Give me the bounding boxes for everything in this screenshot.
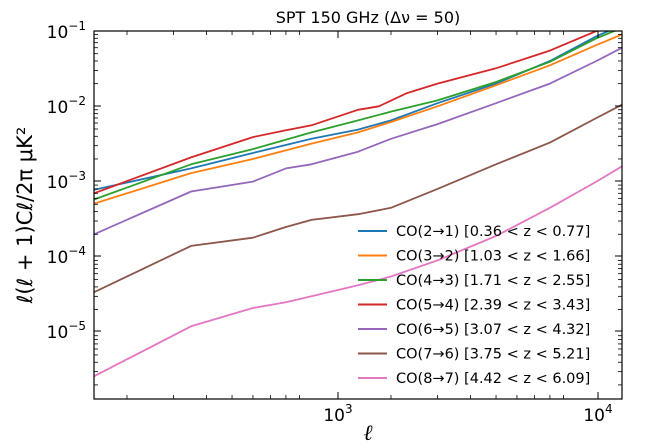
legend-label: CO(7→6) [3.75 < z < 5.21]: [396, 347, 590, 363]
y-minor-ticks: [94, 34, 622, 386]
y-tick-exponent: −5: [68, 319, 86, 333]
x-tick-label: 104: [583, 402, 612, 426]
y-axis-label: ℓ(ℓ + 1)Cℓ/2π μK²: [13, 127, 37, 305]
series-line-5: [94, 46, 622, 236]
y-tick-exponent: −4: [68, 244, 86, 258]
series-line-1: [94, 31, 611, 191]
y-tick-exponent: −2: [68, 94, 86, 108]
y-tick-label: 10−3: [47, 169, 86, 193]
y-tick-exponent: −3: [68, 169, 86, 183]
series-line-2: [94, 33, 622, 205]
y-tick-1e-2: 10−2: [47, 94, 622, 118]
legend-label: CO(3→2) [1.03 < z < 1.66]: [396, 249, 590, 265]
y-tick-exponent: −1: [68, 19, 86, 33]
x-minor-ticks: [126, 31, 564, 399]
x-tick-base: 10: [583, 406, 605, 426]
series-line-6: [94, 103, 622, 294]
y-tick-base: 10: [47, 23, 69, 43]
series-line-4: [94, 31, 600, 195]
y-tick-1e-5: 10−5: [47, 319, 622, 343]
legend: CO(2→1) [0.36 < z < 0.77] CO(3→2) [1.03 <…: [358, 224, 590, 387]
legend-label: CO(8→7) [4.42 < z < 6.09]: [396, 371, 590, 387]
y-tick-base: 10: [47, 323, 69, 343]
plot-frame: [93, 30, 623, 400]
series-line-3: [94, 31, 617, 201]
series-line-7: [94, 165, 622, 378]
y-tick-label: 10−4: [47, 244, 86, 268]
x-axis-label: ℓ: [363, 421, 373, 445]
y-tick-1e-4: 10−4: [47, 244, 622, 268]
y-tick-base: 10: [47, 173, 69, 193]
legend-label: CO(6→5) [3.07 < z < 4.32]: [396, 322, 590, 338]
x-tick-exponent: 3: [345, 402, 353, 416]
series-layer: [94, 31, 622, 378]
x-tick-base: 10: [323, 406, 345, 426]
y-tick-1e-1: 10−1: [47, 19, 622, 43]
x-tick-exponent: 4: [605, 402, 613, 416]
y-tick-1e-3: 10−3: [47, 169, 622, 193]
y-tick-base: 10: [47, 98, 69, 118]
y-tick-base: 10: [47, 248, 69, 268]
x-tick-label: 103: [323, 402, 352, 426]
x-tick-10000: 104: [583, 31, 613, 426]
y-tick-label: 10−1: [47, 19, 86, 43]
legend-label: CO(2→1) [0.36 < z < 0.77]: [396, 224, 590, 240]
y-tick-label: 10−2: [47, 94, 86, 118]
legend-label: CO(4→3) [1.71 < z < 2.55]: [396, 273, 590, 289]
y-tick-label: 10−5: [47, 319, 86, 343]
chart-title: SPT 150 GHz (Δν = 50): [276, 8, 461, 27]
legend-label: CO(5→4) [2.39 < z < 3.43]: [396, 298, 590, 314]
x-tick-1000: 103: [323, 31, 353, 426]
